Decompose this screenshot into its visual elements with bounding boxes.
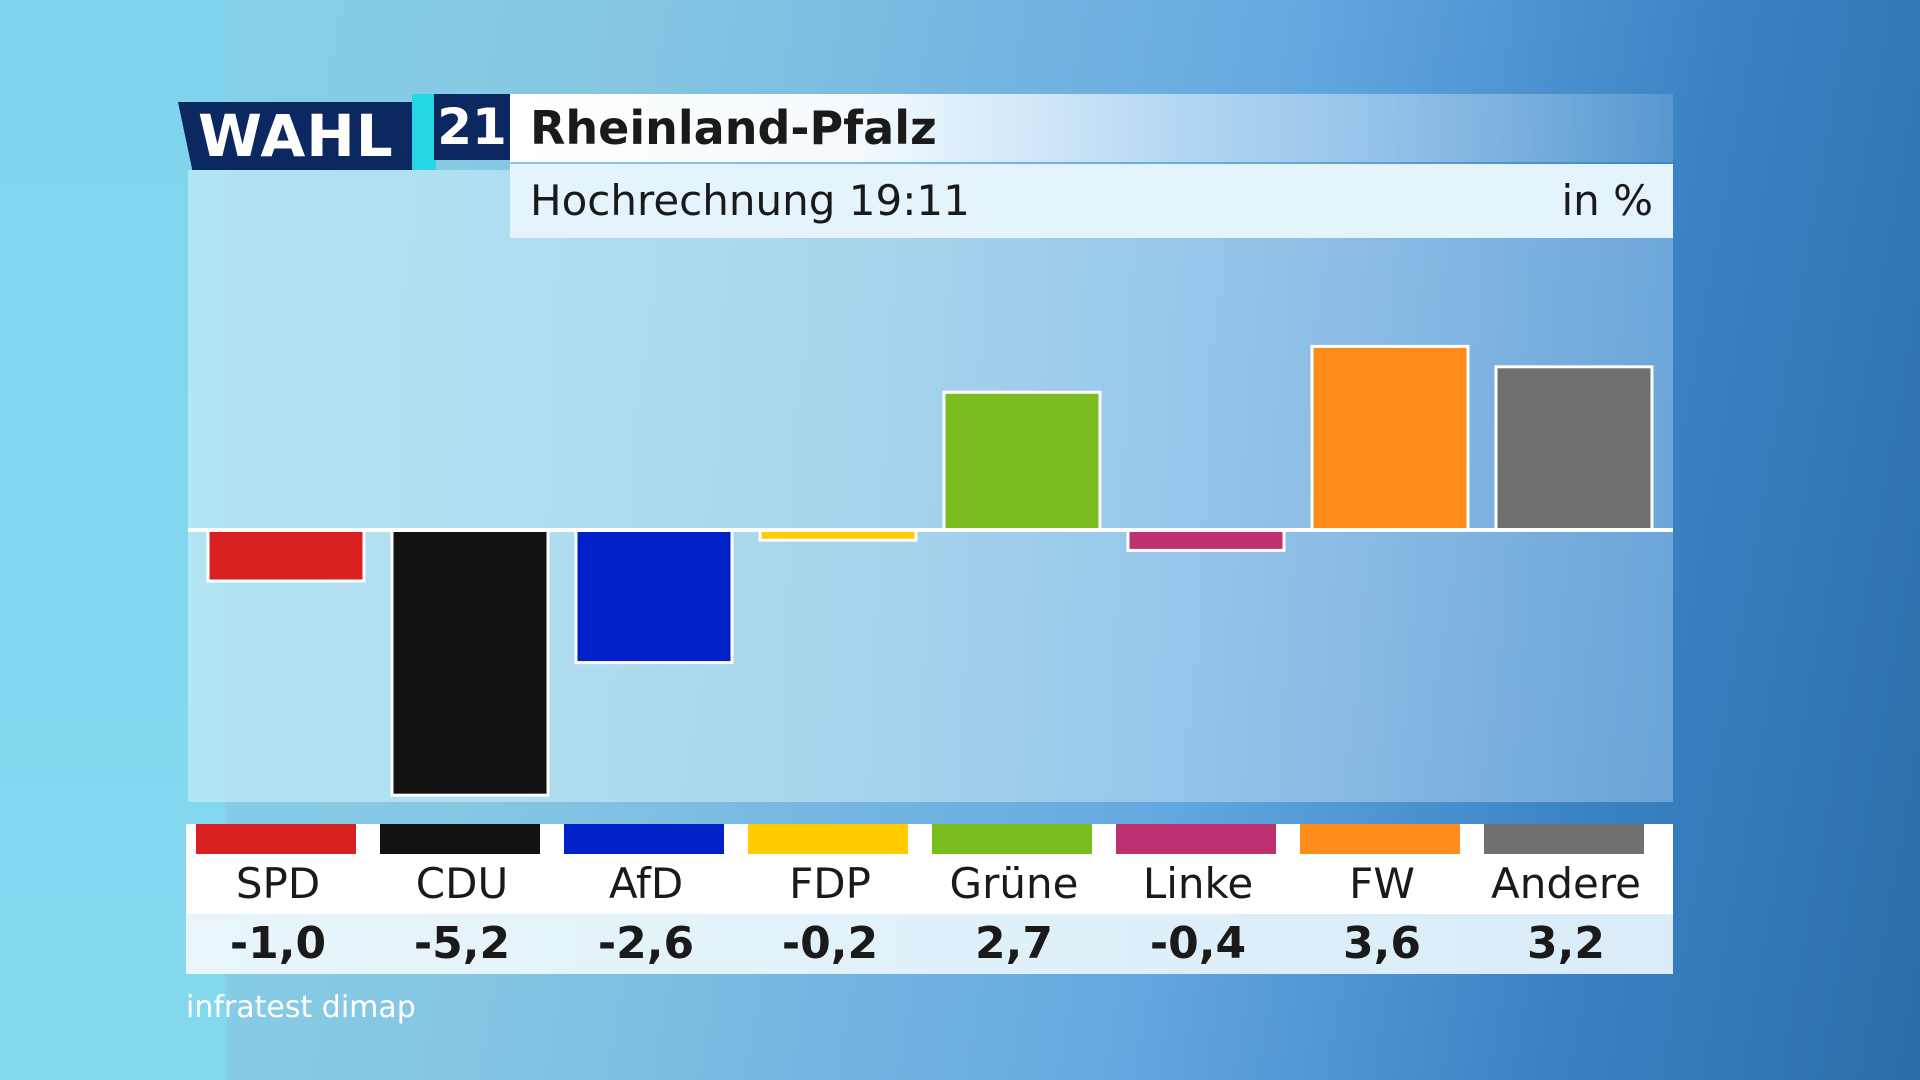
legend-item-linke: Linke -0,4 <box>1106 824 1290 974</box>
legend-party-name: Linke <box>1142 859 1254 908</box>
legend-party-name: SPD <box>235 859 321 908</box>
legend-party-name: AfD <box>608 859 684 908</box>
legend-item-spd: SPD -1,0 <box>186 824 370 974</box>
legend-item-cdu: CDU -5,2 <box>370 824 554 974</box>
bar-cdu <box>390 528 550 797</box>
logo-year: 21 <box>434 94 510 160</box>
title-bar: Rheinland-Pfalz <box>510 94 1673 162</box>
wahl-logo: WAHL <box>178 102 416 170</box>
legend-item-grüne: Grüne 2,7 <box>922 824 1106 974</box>
legend-value-label: 3,6 <box>1343 918 1421 969</box>
legend-value-label: 2,7 <box>975 918 1053 969</box>
legend-party-name: Andere <box>1490 859 1642 908</box>
bar-linke <box>1126 528 1286 552</box>
legend-party-name: FW <box>1349 859 1415 908</box>
logo-accent <box>412 94 436 170</box>
legend-swatch <box>196 824 356 854</box>
legend-swatch <box>380 824 540 854</box>
legend-value-label: -0,4 <box>1149 918 1247 969</box>
bar-afd <box>574 528 734 665</box>
legend: SPD -1,0 CDU -5,2 AfD -2,6 FDP -0,2 Grüne 2,7 Link… <box>186 824 1673 974</box>
unit-label: in % <box>1561 176 1653 225</box>
legend-swatch <box>1300 824 1460 854</box>
legend-value-label: -2,6 <box>597 918 695 969</box>
legend-swatch <box>1116 824 1276 854</box>
legend-value-label: -0,2 <box>781 918 879 969</box>
bar-grüne <box>942 390 1102 532</box>
source-label: infratest dimap <box>186 990 416 1025</box>
legend-party-name: CDU <box>415 859 509 908</box>
legend-swatch <box>932 824 1092 854</box>
legend-item-afd: AfD -2,6 <box>554 824 738 974</box>
legend-item-fdp: FDP -0,2 <box>738 824 922 974</box>
legend-item-andere: Andere 3,2 <box>1474 824 1658 974</box>
legend-value-label: 3,2 <box>1527 918 1605 969</box>
legend-party-name: Grüne <box>949 859 1079 908</box>
wahl-logo-text: WAHL <box>198 102 394 170</box>
legend-value-label: -5,2 <box>413 918 511 969</box>
bar-andere <box>1494 365 1654 532</box>
chart-title: Rheinland-Pfalz <box>530 101 937 155</box>
legend-swatch <box>1484 824 1644 854</box>
legend-values-row <box>186 914 1673 974</box>
bar-fw <box>1310 344 1470 532</box>
subtitle-bar: Hochrechnung 19:11 in % <box>510 164 1673 238</box>
legend-swatch <box>748 824 908 854</box>
bar-spd <box>206 528 366 583</box>
legend-party-name: FDP <box>789 859 871 908</box>
chart-subtitle: Hochrechnung 19:11 <box>530 176 970 225</box>
legend-swatch <box>564 824 724 854</box>
legend-value-label: -1,0 <box>229 918 327 969</box>
legend-item-fw: FW 3,6 <box>1290 824 1474 974</box>
